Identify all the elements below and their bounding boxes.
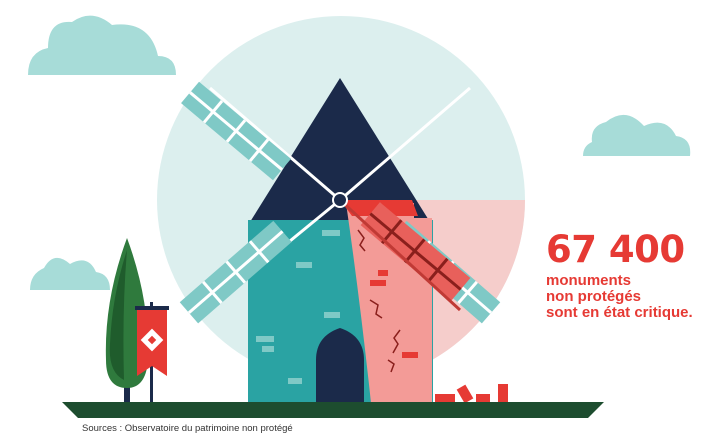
banner-flag-icon	[135, 302, 169, 404]
cloud-icon	[28, 15, 176, 76]
statistic-line-1: monuments	[546, 271, 632, 289]
damaged-bricks	[370, 270, 418, 358]
tower-bricks	[256, 230, 340, 384]
windmill-roof	[250, 78, 430, 222]
statistic-number: 67 400	[546, 228, 685, 271]
ground	[62, 402, 604, 418]
statistic-line-3: sont en état critique.	[546, 304, 693, 322]
cloud-icon	[30, 257, 110, 290]
windmill-door	[316, 328, 364, 403]
statistic-block: 67 400 monuments non protégés sont en ét…	[546, 230, 693, 322]
windmill-blades	[179, 81, 501, 324]
source-caption: Sources : Observatoire du patrimoine non…	[82, 423, 293, 434]
blade-hub	[332, 192, 348, 208]
bricks-icon	[435, 384, 508, 404]
cloud-icon	[583, 114, 691, 156]
statistic-line-2: non protégés	[546, 288, 642, 306]
